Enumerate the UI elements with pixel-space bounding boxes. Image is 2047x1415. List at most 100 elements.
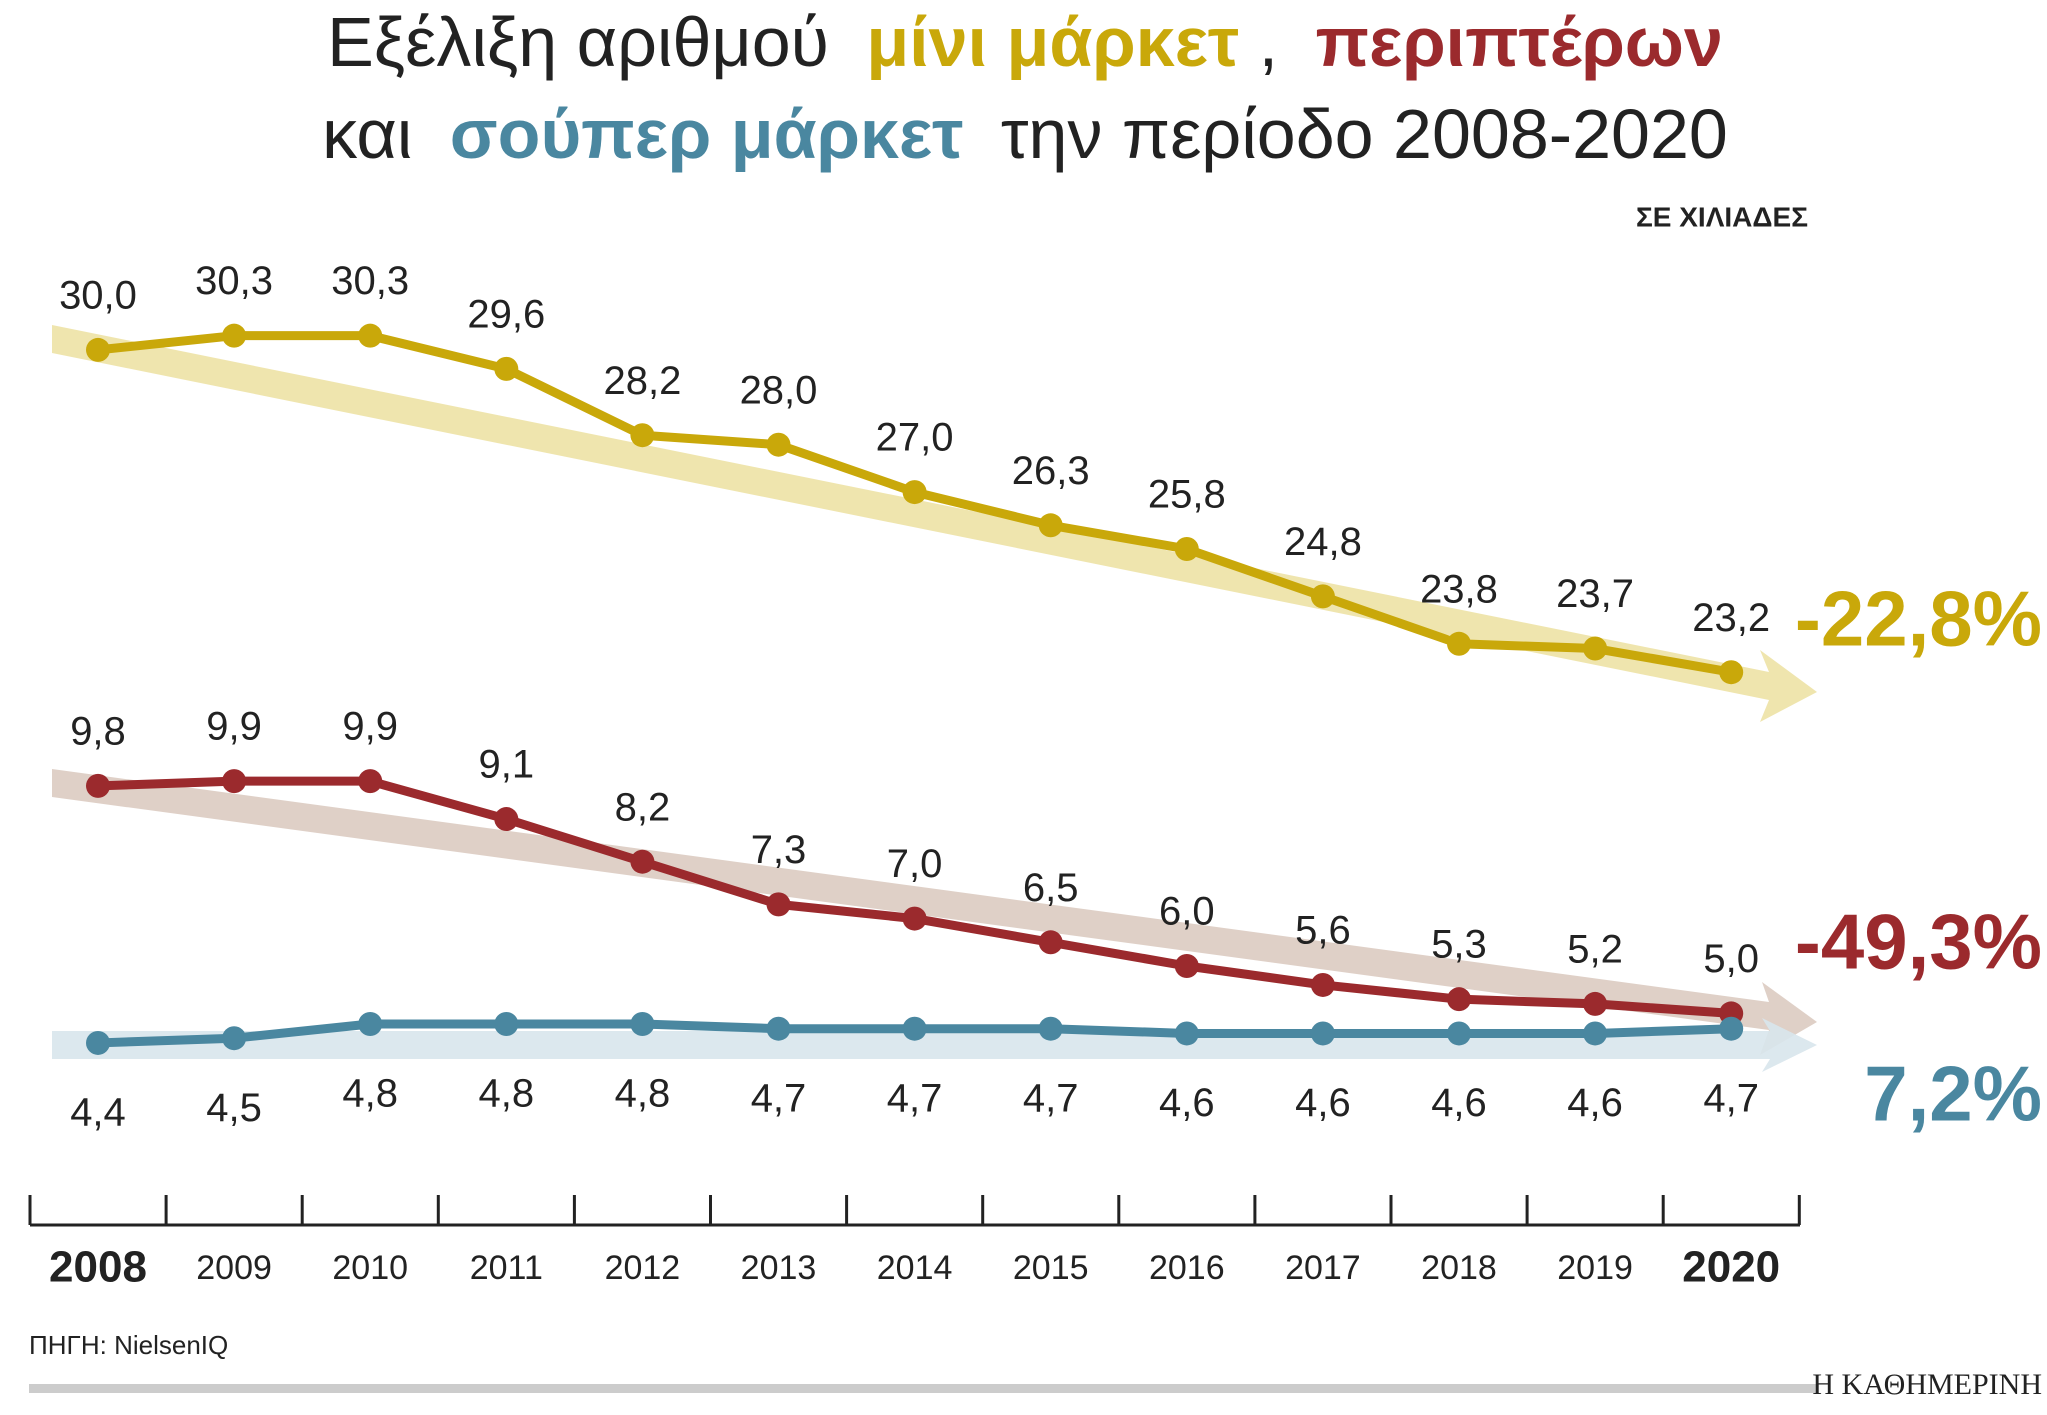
- data-point: [222, 323, 247, 348]
- data-label: 4,7: [751, 1076, 807, 1120]
- x-tick-label: 2018: [1421, 1249, 1497, 1287]
- data-point: [1447, 1021, 1471, 1046]
- data-label: 30,0: [59, 273, 137, 317]
- data-point: [1038, 930, 1063, 955]
- chart-title: και σούπερ μάρκετ την περίοδο 2008-2020: [322, 95, 1728, 173]
- unit-label: ΣΕ ΧΙΛΙΑΔΕΣ: [1636, 201, 1808, 232]
- chart-title: Εξέλιξη αριθμού μίνι μάρκετ , περιπτέρων: [327, 3, 1723, 81]
- data-point: [1719, 1016, 1744, 1041]
- x-tick-label: 2019: [1557, 1249, 1633, 1287]
- data-label: 9,9: [342, 705, 398, 749]
- data-point: [630, 423, 655, 448]
- data-point: [494, 807, 519, 832]
- x-tick-label: 2013: [741, 1249, 817, 1287]
- x-tick-label: 2020: [1682, 1243, 1780, 1292]
- data-label: 9,8: [70, 709, 126, 753]
- data-label: 4,6: [1567, 1081, 1623, 1125]
- data-label: 4,6: [1431, 1081, 1487, 1125]
- data-point: [630, 1011, 655, 1036]
- data-label: 5,0: [1703, 937, 1759, 981]
- data-label: 26,3: [1012, 449, 1090, 493]
- data-point: [902, 1016, 927, 1041]
- data-point: [222, 1026, 247, 1051]
- data-label: 29,6: [467, 292, 545, 336]
- data-label: 7,3: [751, 828, 807, 872]
- data-label: 5,2: [1567, 927, 1623, 971]
- data-label: 4,8: [478, 1072, 534, 1116]
- x-tick-label: 2012: [605, 1249, 681, 1287]
- data-point: [902, 480, 927, 505]
- data-point: [766, 432, 791, 457]
- data-label: 4,6: [1159, 1081, 1215, 1125]
- trend-arrow: [52, 769, 1817, 1055]
- data-point: [1310, 584, 1335, 609]
- x-tick-label: 2015: [1013, 1249, 1089, 1287]
- data-point: [222, 769, 247, 794]
- x-tick-label: 2008: [49, 1243, 147, 1292]
- data-point: [1174, 536, 1199, 561]
- data-label: 27,0: [876, 416, 954, 460]
- title-part: και: [322, 95, 412, 173]
- data-point: [902, 906, 927, 931]
- data-label: 4,5: [206, 1086, 262, 1130]
- data-point: [358, 1011, 383, 1036]
- data-label: 7,0: [887, 842, 943, 886]
- data-point: [1174, 954, 1199, 978]
- data-label: 23,8: [1420, 567, 1498, 611]
- change-label: 7,2%: [1864, 1050, 2042, 1138]
- data-label: 4,7: [1703, 1076, 1759, 1120]
- data-point: [358, 769, 383, 794]
- data-point: [630, 849, 655, 874]
- x-tick-label: 2010: [332, 1249, 408, 1287]
- series-name: σούπερ μάρκετ: [450, 95, 964, 173]
- title-part: Εξέλιξη αριθμού: [327, 3, 829, 81]
- data-point: [494, 356, 519, 381]
- data-point: [86, 1030, 110, 1055]
- data-point: [1447, 987, 1471, 1012]
- footer-bar: [29, 1384, 1819, 1393]
- data-label: 9,1: [478, 743, 534, 787]
- data-point: [766, 892, 791, 917]
- title-part: ,: [1259, 3, 1278, 81]
- data-label: 5,6: [1295, 909, 1351, 953]
- x-tick-label: 2011: [470, 1249, 543, 1287]
- source: ΠΗΓΗ: NielsenIQ: [29, 1330, 228, 1360]
- data-label: 4,8: [342, 1072, 398, 1116]
- data-point: [1174, 1021, 1199, 1046]
- trend-arrow: [52, 325, 1817, 722]
- brand: Η ΚΑΘΗΜΕΡΙΝΗ: [1812, 1368, 2042, 1401]
- data-label: 8,2: [615, 785, 671, 829]
- series-name: περιπτέρων: [1316, 3, 1723, 81]
- x-tick-label: 2014: [877, 1249, 953, 1287]
- data-label: 24,8: [1284, 520, 1362, 564]
- data-label: 9,9: [206, 705, 262, 749]
- data-point: [358, 323, 383, 348]
- data-point: [494, 1011, 519, 1036]
- data-label: 28,2: [603, 359, 681, 403]
- data-label: 6,0: [1159, 890, 1215, 934]
- data-label: 30,3: [331, 259, 409, 303]
- x-tick-label: 2017: [1285, 1249, 1361, 1287]
- data-label: 30,3: [195, 259, 273, 303]
- data-label: 28,0: [740, 368, 818, 412]
- data-point: [86, 337, 110, 362]
- change-label: -22,8%: [1795, 575, 2042, 663]
- data-label: 4,8: [615, 1072, 671, 1116]
- data-point: [1310, 972, 1335, 997]
- data-point: [1447, 631, 1471, 656]
- data-label: 4,4: [70, 1091, 126, 1135]
- data-label: 25,8: [1148, 473, 1226, 517]
- data-label: 23,2: [1692, 596, 1770, 640]
- data-label: 5,3: [1431, 923, 1487, 967]
- data-label: 4,6: [1295, 1081, 1351, 1125]
- data-label: 6,5: [1023, 866, 1079, 910]
- data-point: [1583, 991, 1608, 1016]
- data-point: [1310, 1021, 1335, 1046]
- data-point: [1583, 636, 1608, 661]
- data-point: [1719, 660, 1744, 685]
- data-label: 4,7: [887, 1076, 943, 1120]
- data-point: [86, 773, 110, 798]
- data-label: 23,7: [1556, 572, 1634, 616]
- series-name: μίνι μάρκετ: [866, 3, 1239, 81]
